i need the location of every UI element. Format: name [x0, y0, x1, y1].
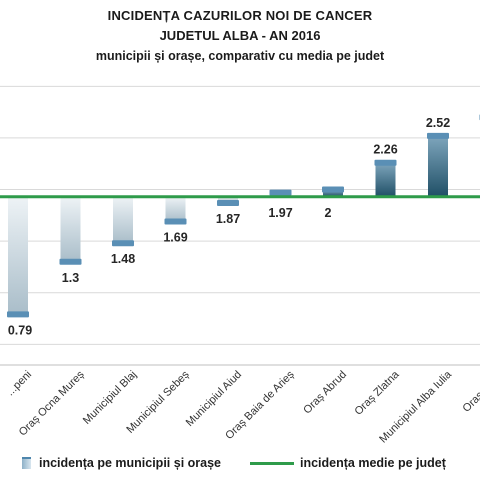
data-label: 1.97	[268, 206, 292, 220]
legend-item-municipalities: incidența pe municipii și orașe	[22, 456, 221, 470]
chart-title: INCIDENȚA CAZURILOR NOI DE CANCER	[107, 8, 373, 23]
legend-label-county-average: incidența medie pe județ	[300, 456, 446, 470]
data-bar-cap	[427, 132, 449, 139]
data-bar-cap	[7, 311, 29, 318]
chart-subtitle: JUDETUL ALBA - AN 2016	[159, 28, 321, 43]
chart-plot: 0.791.31.481.691.871.9722.262.522.…...pe…	[0, 85, 480, 445]
data-bar	[165, 196, 186, 222]
category-label: Municipiul Blaj	[81, 369, 139, 427]
data-label: 1.48	[111, 252, 135, 266]
data-label: 2.26	[373, 143, 397, 157]
category-label: Municipiul Aiud	[184, 369, 244, 429]
data-bar	[323, 189, 343, 197]
data-bar	[8, 196, 28, 315]
data-bar-cap	[59, 258, 82, 265]
chart-titles: INCIDENȚA CAZURILOR NOI DE CANCER JUDETU…	[0, 6, 480, 66]
chart-legend: incidența pe municipii și orașe incidenț…	[0, 452, 480, 480]
data-bar	[113, 196, 133, 244]
data-bar-cap	[374, 159, 397, 166]
data-bar-cap	[269, 189, 292, 196]
data-bar-cap	[112, 240, 134, 247]
data-bar-cap	[322, 186, 344, 193]
category-label: ...peni	[4, 369, 34, 399]
category-label: Oraș Cugir	[461, 368, 480, 414]
data-label: 2	[325, 206, 332, 220]
legend-label-municipalities: incidența pe municipii și orașe	[39, 456, 221, 470]
data-label: 2.52	[426, 116, 450, 130]
legend-bar-marker	[22, 457, 31, 469]
data-bar	[218, 196, 238, 203]
data-bar-cap	[164, 218, 187, 225]
category-label: Oraș Zlatna	[352, 368, 402, 418]
data-label: 1.69	[163, 231, 187, 245]
category-label: Oraș Abrud	[301, 369, 349, 417]
chart-subtitle-2: municipii și orașe, comparativ cu media …	[95, 49, 385, 63]
legend-line-marker	[250, 461, 294, 465]
data-bar	[428, 135, 448, 197]
data-label: 0.79	[8, 323, 32, 337]
data-bar	[375, 162, 396, 197]
data-bar-cap	[217, 199, 239, 206]
legend-item-county-average: incidența medie pe județ	[250, 456, 446, 470]
data-bar	[60, 196, 81, 262]
data-label: 1.87	[216, 212, 240, 226]
data-label: 1.3	[62, 271, 79, 285]
